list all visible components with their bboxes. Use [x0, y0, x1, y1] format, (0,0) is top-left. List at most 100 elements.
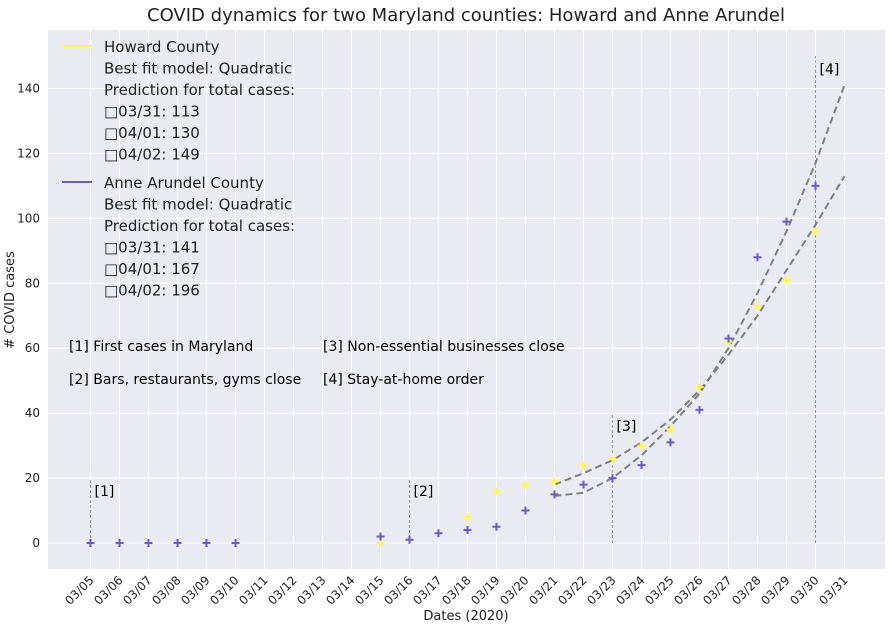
y-tick-label: 80 [25, 276, 40, 290]
data-point [666, 425, 675, 434]
y-tick-label: 0 [32, 536, 40, 550]
x-tick-label: 03/14 [323, 573, 357, 607]
legend-detail: Prediction for total cases: [104, 81, 295, 99]
x-tick-labels: 03/0503/0603/0703/0803/0903/1003/1103/12… [62, 573, 850, 607]
y-tick-label: 60 [25, 341, 40, 355]
annotation-note: [2] Bars, restaurants, gyms close [69, 372, 301, 388]
event-marker-label: [2] [414, 484, 434, 500]
x-tick-label: 03/23 [584, 573, 618, 607]
y-tick-label: 40 [25, 406, 40, 420]
y-tick-label: 120 [17, 146, 40, 160]
x-tick-label: 03/08 [149, 573, 183, 607]
legend-detail: □04/01: 167 [104, 260, 200, 278]
legend-detail: Prediction for total cases: [104, 217, 295, 235]
annotation-note: [3] Non-essential businesses close [323, 339, 565, 355]
data-point [521, 506, 530, 515]
chart-title: COVID dynamics for two Maryland counties… [147, 5, 785, 26]
legend-series-name: Howard County [104, 38, 220, 56]
grid [48, 30, 885, 569]
x-tick-label: 03/22 [555, 573, 589, 607]
data-point [463, 526, 472, 535]
event-lines: [1] [2] [3] [4] [90, 55, 840, 544]
x-tick-label: 03/20 [497, 573, 531, 607]
event-marker-label: [3] [617, 419, 637, 435]
x-tick-label: 03/09 [178, 573, 212, 607]
x-tick-label: 03/26 [671, 573, 705, 607]
data-point [811, 181, 820, 190]
legend-detail: □04/02: 196 [104, 282, 200, 300]
x-tick-label: 03/24 [613, 573, 647, 607]
x-tick-label: 03/19 [468, 573, 502, 607]
annotation-note: [4] Stay-at-home order [323, 372, 484, 388]
x-tick-label: 03/15 [352, 573, 386, 607]
data-point [115, 539, 124, 548]
legend-series-name: Anne Arundel County [104, 174, 264, 192]
x-tick-label: 03/10 [207, 573, 241, 607]
data-point [753, 301, 762, 310]
data-point [637, 441, 646, 450]
event-marker-label: [1] [95, 484, 115, 500]
data-point [579, 461, 588, 470]
x-tick-label: 03/13 [294, 573, 328, 607]
data-point [753, 253, 762, 262]
legend-detail: Best fit model: Quadratic [104, 60, 292, 78]
plot-background [48, 30, 885, 569]
annotation-note: [1] First cases in Maryland [69, 339, 253, 355]
x-tick-label: 03/21 [526, 573, 560, 607]
x-axis-label: Dates (2020) [423, 609, 508, 624]
data-point [376, 532, 385, 541]
x-tick-label: 03/07 [120, 573, 154, 607]
y-axis-label: # COVID cases [3, 251, 18, 349]
data-point [608, 474, 617, 483]
y-tick-label: 100 [17, 211, 40, 225]
x-tick-label: 03/25 [642, 573, 676, 607]
x-tick-label: 03/16 [381, 573, 415, 607]
data-point [202, 539, 211, 548]
fit-curve [554, 175, 846, 486]
legend-detail: □03/31: 141 [104, 239, 200, 257]
data-point [724, 334, 733, 343]
x-tick-label: 03/30 [787, 573, 821, 607]
data-point [608, 454, 617, 463]
annotations: [1] First cases in Maryland [2] Bars, res… [69, 339, 565, 388]
data-point [550, 490, 559, 499]
legend-detail: □04/01: 130 [104, 124, 200, 142]
legend-detail: □03/31: 113 [104, 103, 200, 121]
data-point [782, 217, 791, 226]
data-points [86, 181, 820, 548]
x-tick-label: 03/29 [758, 573, 792, 607]
data-point [811, 227, 820, 236]
y-tick-labels: 0 20 40 60 80 100 120 140 [17, 81, 40, 550]
x-tick-label: 03/05 [62, 573, 96, 607]
y-tick-label: 20 [25, 471, 40, 485]
data-point [405, 535, 414, 544]
data-point [695, 383, 704, 392]
data-point [434, 529, 443, 538]
data-point [144, 539, 153, 548]
legend-detail: Best fit model: Quadratic [104, 196, 292, 214]
data-point [521, 480, 530, 489]
data-point [695, 405, 704, 414]
data-point [492, 487, 501, 496]
x-tick-label: 03/12 [265, 573, 299, 607]
data-point [173, 539, 182, 548]
data-point [782, 276, 791, 285]
fit-curve [554, 84, 846, 497]
data-point [492, 522, 501, 531]
x-tick-label: 03/28 [729, 573, 763, 607]
fit-curves [554, 84, 846, 497]
x-tick-label: 03/06 [91, 573, 125, 607]
data-point [550, 477, 559, 486]
event-marker-label: [4] [820, 62, 840, 78]
y-tick-label: 140 [17, 81, 40, 95]
data-point [86, 539, 95, 548]
data-point [579, 480, 588, 489]
x-tick-label: 03/11 [236, 573, 270, 607]
data-point [637, 461, 646, 470]
x-tick-label: 03/31 [816, 573, 850, 607]
x-tick-label: 03/17 [410, 573, 444, 607]
x-tick-label: 03/27 [700, 573, 734, 607]
data-point [231, 539, 240, 548]
data-point [463, 513, 472, 522]
